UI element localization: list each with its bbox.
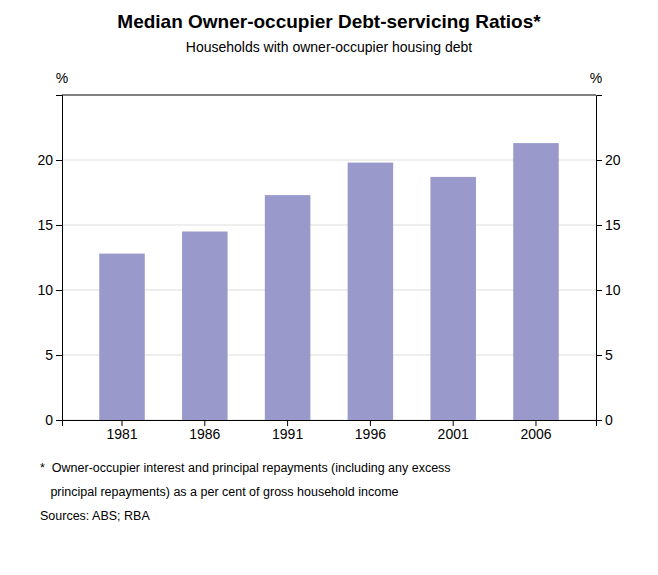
tick-label: 10 (605, 282, 621, 298)
y2-axis: 0 5 10 15 20 (596, 96, 621, 428)
footnote: principal repayments) as a per cent of g… (40, 485, 399, 499)
bar (348, 163, 394, 420)
tick-label: 20 (605, 152, 621, 168)
tick-label: 0 (45, 412, 53, 428)
tick-label: 5 (45, 347, 53, 363)
tick: 10 (596, 282, 621, 298)
y2-axis-label: % (590, 70, 602, 86)
tick-mark (596, 290, 602, 291)
tick-mark (596, 160, 602, 161)
frame-line (62, 95, 596, 96)
tick-label: 1991 (272, 426, 303, 442)
tick-label: 5 (605, 347, 613, 363)
subtitle: Households with owner-occupier housing d… (186, 39, 473, 55)
title: Median Owner-occupier Debt-servicing Rat… (117, 11, 541, 32)
x-axis: 1981 1986 1991 1996 2001 2006 (63, 420, 597, 442)
tick-label: 1996 (355, 426, 386, 442)
tick-label: 1986 (189, 426, 220, 442)
tick-mark (596, 225, 602, 226)
bar (513, 143, 559, 420)
bars (99, 143, 558, 420)
bar (430, 177, 476, 420)
axis-line (63, 421, 597, 427)
tick: 10 (37, 282, 62, 298)
tick-mark (596, 420, 602, 421)
tick: 2006 (520, 420, 551, 442)
tick-mark (56, 355, 62, 356)
tick-label: 15 (37, 217, 53, 233)
tick: 20 (596, 152, 621, 168)
tick: 15 (37, 217, 62, 233)
tick-mark (56, 225, 62, 226)
tick: 5 (596, 347, 613, 363)
tick-label: 20 (37, 152, 53, 168)
tick-mark (56, 420, 62, 421)
tick: 1996 (355, 420, 386, 442)
tick: 1981 (106, 420, 137, 442)
axis-line (56, 96, 63, 421)
tick-label: 0 (605, 412, 613, 428)
y-axis: 0 5 10 15 20 (37, 96, 62, 428)
tick-label: 2006 (520, 426, 551, 442)
axis-line (597, 96, 603, 421)
bar (99, 254, 145, 420)
footnotes: * Owner-occupier interest and principal … (40, 461, 451, 523)
tick: 1986 (189, 420, 220, 442)
tick: 2001 (438, 420, 469, 442)
tick-mark (56, 160, 62, 161)
tick: 0 (596, 412, 613, 428)
tick-label: 1981 (106, 426, 137, 442)
tick: 20 (37, 152, 62, 168)
tick-mark (596, 355, 602, 356)
tick: 0 (45, 412, 62, 428)
plot: 1981 1986 1991 1996 2001 2006 0 5 10 15 20 0 5 10 15 20 (37, 95, 620, 442)
bar (265, 195, 311, 420)
tick-label: 2001 (438, 426, 469, 442)
tick: 15 (596, 217, 621, 233)
tick-label: 15 (605, 217, 621, 233)
tick-mark (56, 290, 62, 291)
bar (182, 232, 228, 421)
y-axis-label: % (56, 70, 68, 86)
footnote: * Owner-occupier interest and principal … (40, 461, 451, 475)
tick: 5 (45, 347, 62, 363)
footnote: Sources: ABS; RBA (40, 509, 150, 523)
tick-label: 10 (37, 282, 53, 298)
chart: 1981 1986 1991 1996 2001 2006 0 5 10 15 20 0 5 10 15 20… (0, 0, 658, 575)
tick: 1991 (272, 420, 303, 442)
